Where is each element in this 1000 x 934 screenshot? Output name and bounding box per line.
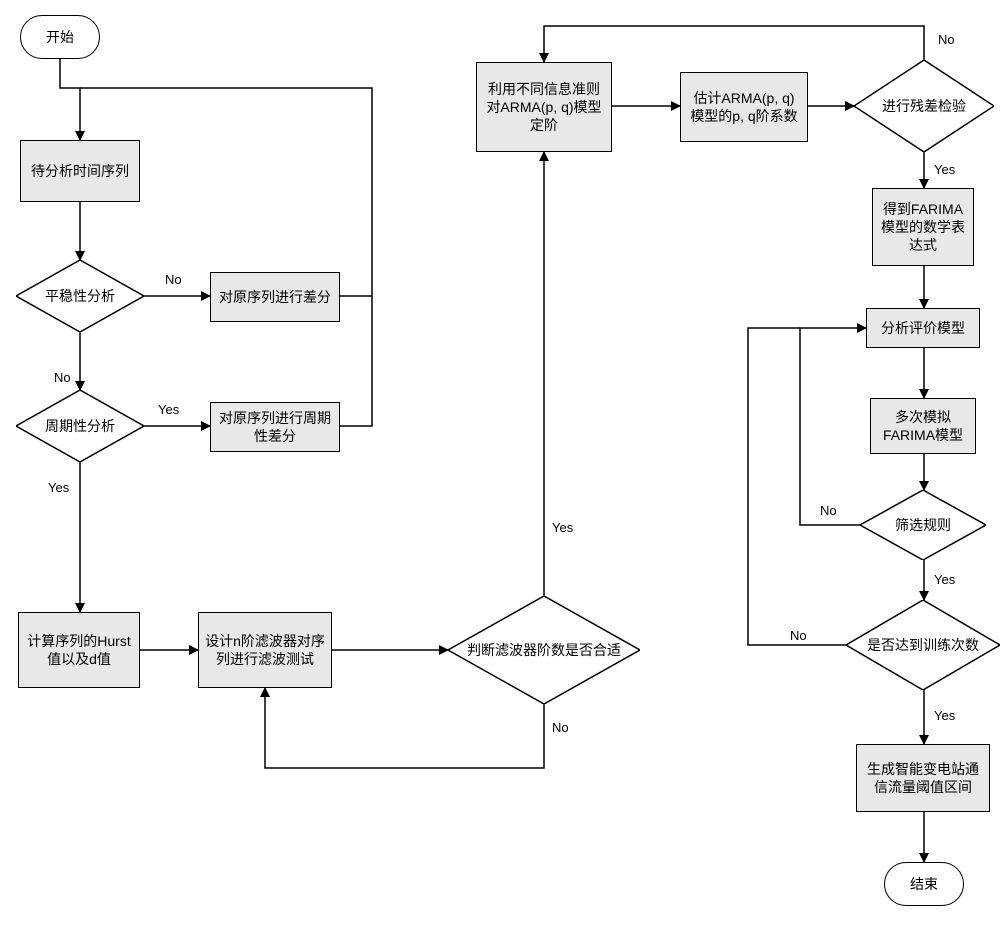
edge-screen-analyze xyxy=(800,328,866,525)
node-label: 判断滤波器阶数是否合适 xyxy=(461,641,627,659)
edge-residual-ordermodel xyxy=(544,26,924,62)
edge-label: No xyxy=(552,720,569,735)
node-estpq: 估计ARMA(p, q)模型的p, q阶系数 xyxy=(680,72,808,142)
node-stat: 平稳性分析 xyxy=(16,260,144,332)
edge-label: No xyxy=(790,628,807,643)
node-label: 筛选规则 xyxy=(889,516,957,534)
node-label: 得到FARIMA模型的数学表达式 xyxy=(873,200,973,255)
node-filter: 设计n阶滤波器对序列进行滤波测试 xyxy=(198,612,332,688)
node-trained: 是否达到训练次数 xyxy=(846,600,1000,690)
edge-label: No xyxy=(938,32,955,47)
edge-label: Yes xyxy=(552,520,573,535)
node-gen: 生成智能变电站通信流量阈值区间 xyxy=(856,744,990,812)
node-ordermodel: 利用不同信息准则对ARMA(p, q)模型定阶 xyxy=(476,62,612,152)
edge-label: Yes xyxy=(48,480,69,495)
node-hurst: 计算序列的Hurst值以及d值 xyxy=(18,612,140,688)
node-label: 估计ARMA(p, q)模型的p, q阶系数 xyxy=(681,89,807,125)
node-label: 对原序列进行周期性差分 xyxy=(211,409,339,445)
node-simulate: 多次模拟FARIMA模型 xyxy=(870,398,976,454)
edge-label: No xyxy=(820,503,837,518)
node-label: 对原序列进行差分 xyxy=(213,288,337,306)
node-analyze: 分析评价模型 xyxy=(866,308,980,348)
node-fitorder: 判断滤波器阶数是否合适 xyxy=(448,596,640,704)
node-start: 开始 xyxy=(20,15,100,59)
node-diff: 对原序列进行差分 xyxy=(210,272,340,322)
node-label: 平稳性分析 xyxy=(39,287,121,305)
node-label: 待分析时间序列 xyxy=(25,162,135,180)
node-label: 设计n阶滤波器对序列进行滤波测试 xyxy=(199,632,331,668)
node-label: 周期性分析 xyxy=(39,417,121,435)
node-label: 分析评价模型 xyxy=(875,319,971,337)
node-ts: 待分析时间序列 xyxy=(20,140,140,202)
edge-label: Yes xyxy=(934,162,955,177)
edge-pdiff-ts xyxy=(340,296,372,426)
edge-label: Yes xyxy=(934,708,955,723)
edge-trained-analyze xyxy=(748,328,846,645)
edge-label: No xyxy=(54,370,71,385)
edge-label: No xyxy=(165,272,182,287)
node-screen: 筛选规则 xyxy=(860,490,986,560)
node-label: 是否达到训练次数 xyxy=(861,636,985,654)
node-label: 多次模拟FARIMA模型 xyxy=(871,408,975,444)
edge-label: Yes xyxy=(158,402,179,417)
node-label: 计算序列的Hurst值以及d值 xyxy=(19,632,139,668)
node-label: 利用不同信息准则对ARMA(p, q)模型定阶 xyxy=(477,80,611,135)
edge-label: Yes xyxy=(934,572,955,587)
node-label: 结束 xyxy=(904,875,944,893)
node-farima: 得到FARIMA模型的数学表达式 xyxy=(872,188,974,266)
node-end: 结束 xyxy=(884,862,964,906)
node-label: 进行残差检验 xyxy=(876,97,972,115)
node-pdiff: 对原序列进行周期性差分 xyxy=(210,402,340,452)
node-label: 生成智能变电站通信流量阈值区间 xyxy=(857,760,989,796)
node-residual: 进行残差检验 xyxy=(854,60,994,152)
edge-start-ts xyxy=(60,59,80,140)
node-label: 开始 xyxy=(40,28,80,46)
node-period: 周期性分析 xyxy=(16,390,144,462)
